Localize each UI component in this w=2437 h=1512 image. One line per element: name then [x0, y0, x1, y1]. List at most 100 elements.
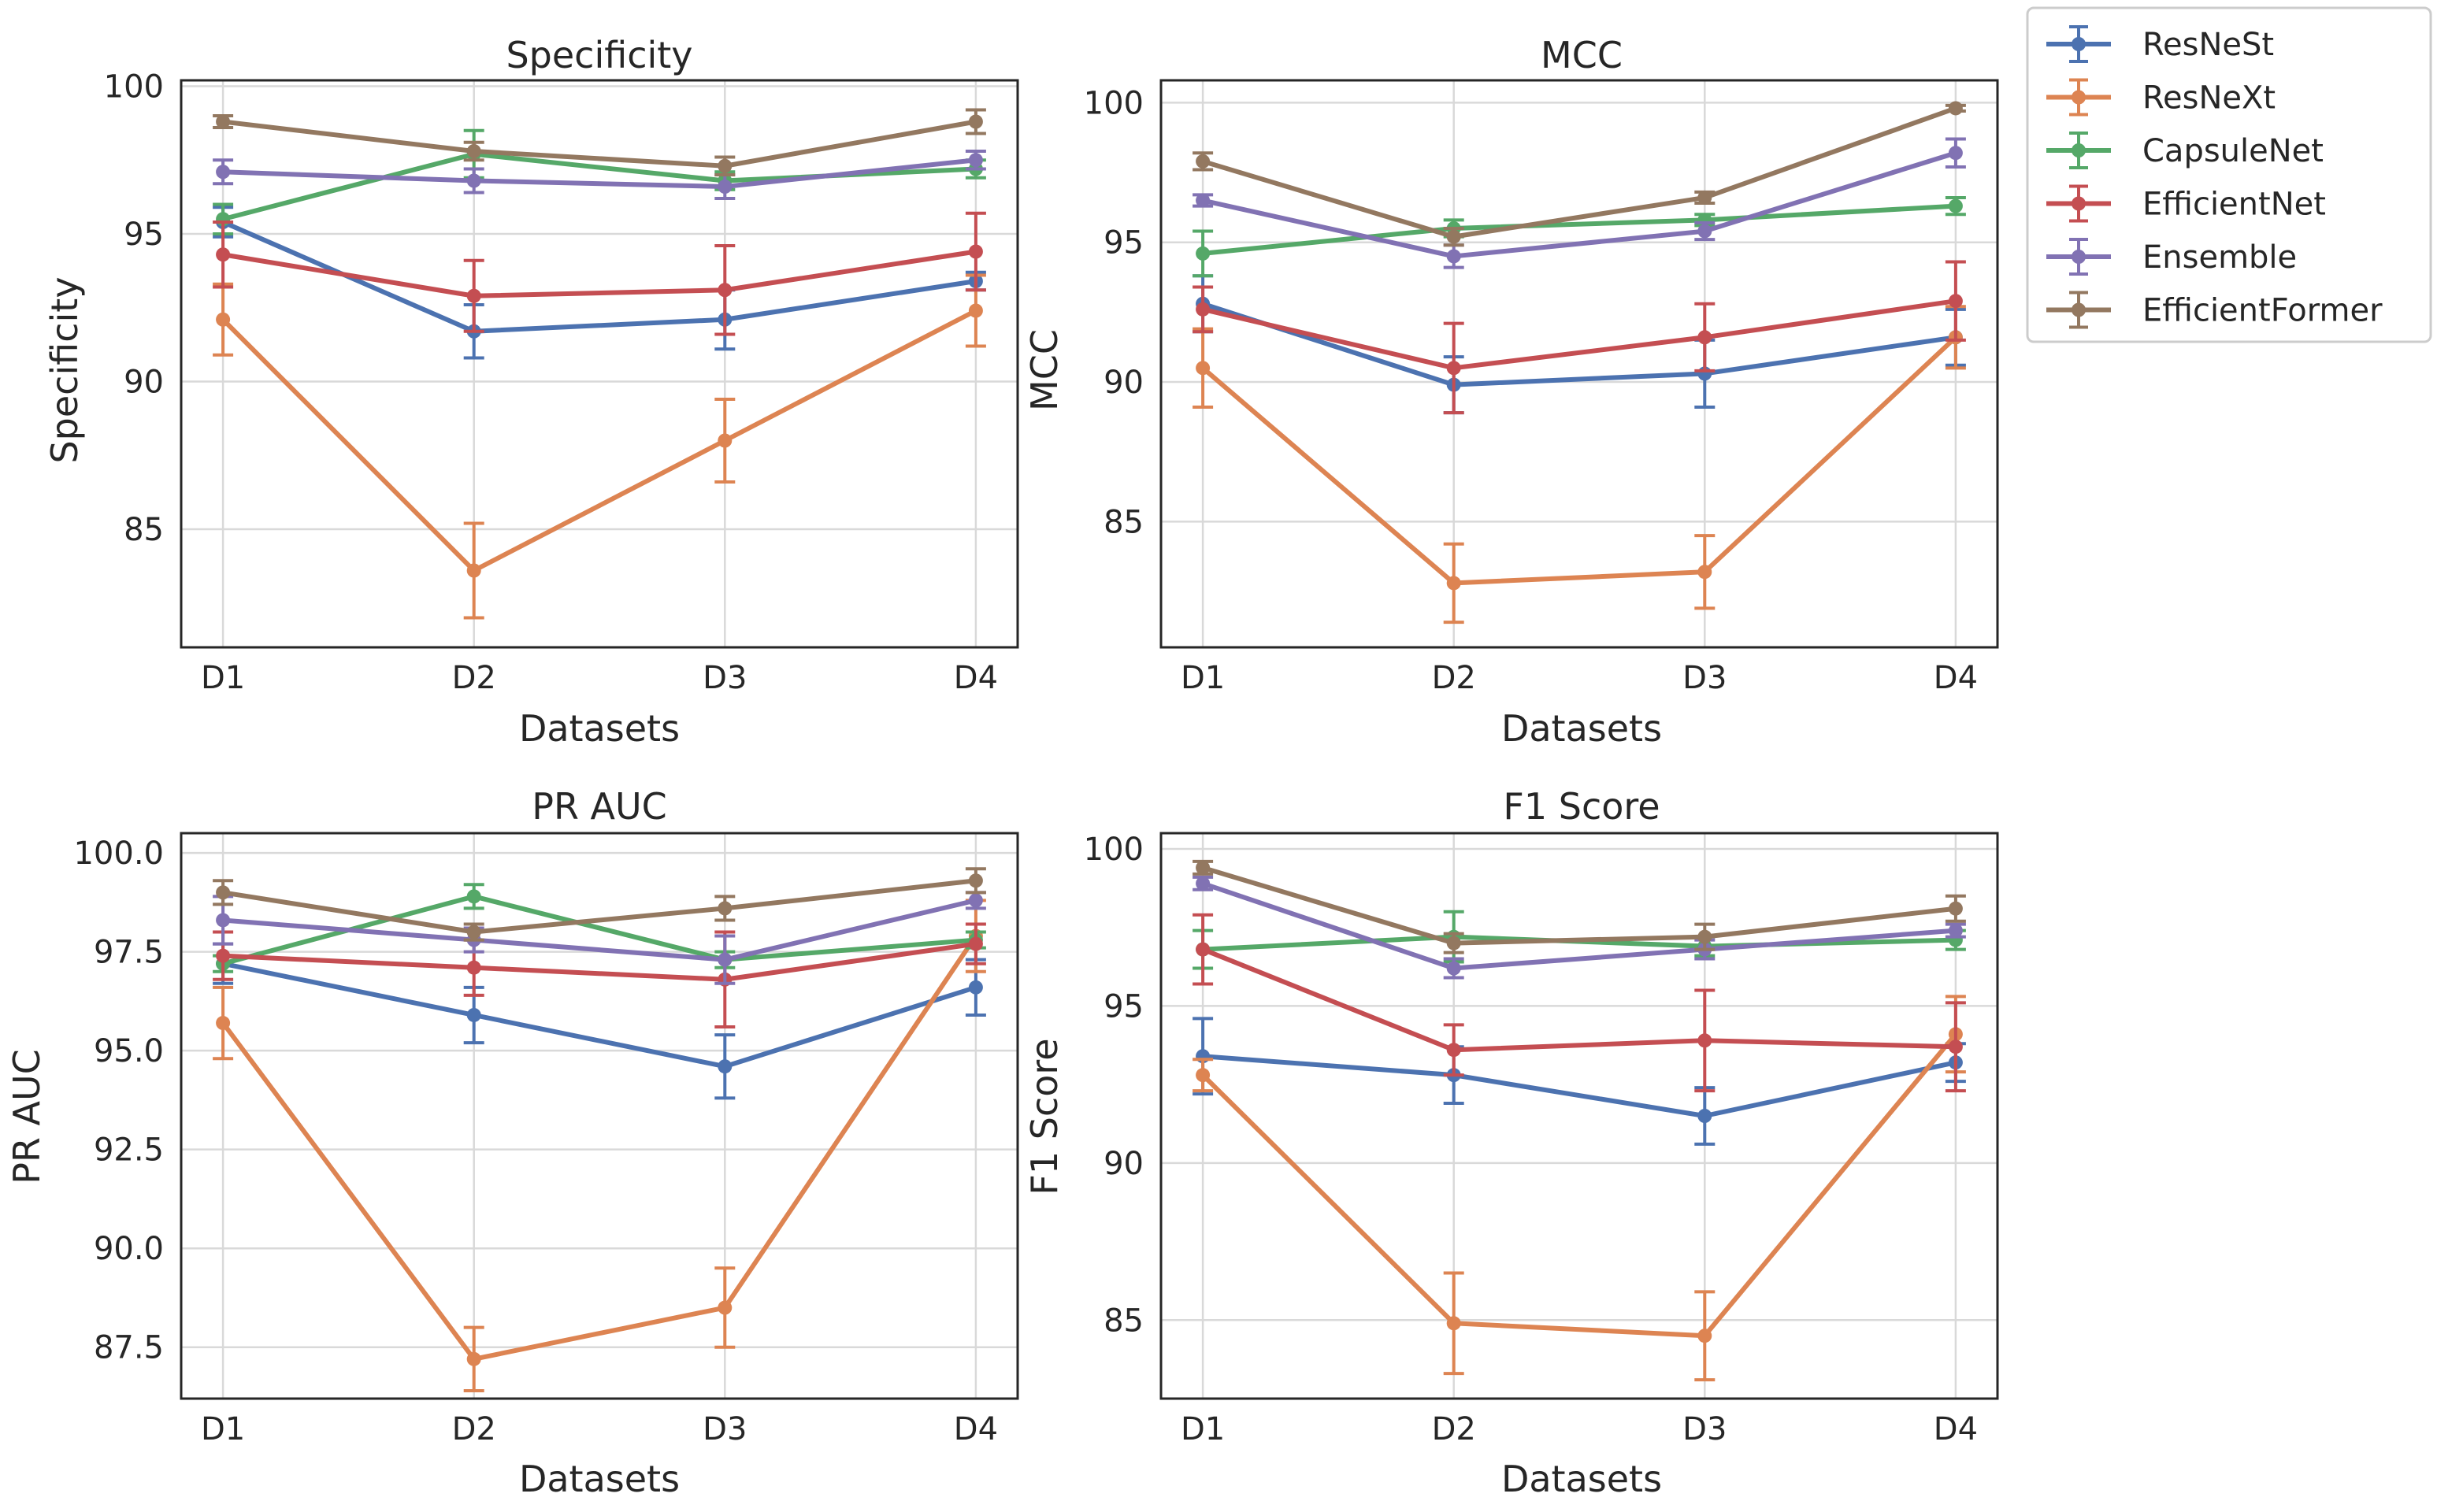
- series-resnest: [213, 942, 986, 1100]
- legend-swatch-marker: [2072, 37, 2086, 51]
- data-point: [216, 913, 231, 928]
- data-point: [968, 153, 983, 168]
- x-tick-label: D3: [1682, 660, 1727, 696]
- x-tick-label: D3: [703, 1411, 747, 1447]
- x-tick-label: D4: [1934, 660, 1978, 696]
- panel-title: PR AUC: [532, 785, 667, 828]
- data-point: [968, 873, 983, 888]
- x-tick-label: D2: [1432, 1411, 1476, 1447]
- legend-label: ResNeXt: [2142, 80, 2276, 117]
- data-point: [1697, 1109, 1712, 1123]
- y-tick-label: 95: [124, 217, 164, 253]
- series-line: [1202, 106, 1957, 239]
- panel-specificity: Specificity Specificity Datasets 85 90 95 1…: [43, 34, 1019, 750]
- y-tick-label: 100: [104, 69, 164, 106]
- series-line: [221, 308, 977, 573]
- data-point: [1697, 929, 1712, 944]
- data-point: [466, 563, 481, 578]
- legend-swatch-marker: [2072, 302, 2086, 317]
- data-point: [1948, 901, 1963, 916]
- data-point: [968, 244, 983, 259]
- series-ensemble: [213, 891, 986, 985]
- data-point: [216, 247, 231, 262]
- data-point: [718, 901, 733, 916]
- series-resnest: [1193, 1017, 1966, 1146]
- series-line: [222, 249, 977, 298]
- legend-label: CapsuleNet: [2142, 133, 2324, 169]
- data-point: [466, 889, 481, 904]
- data-point: [968, 980, 983, 995]
- x-tick-label: D4: [954, 1411, 998, 1447]
- series-efficientnet: [1193, 913, 1966, 1093]
- legend-label: EfficientNet: [2142, 187, 2326, 223]
- series-line: [222, 878, 977, 935]
- data-point: [216, 885, 231, 900]
- y-tick-label: 100: [1084, 832, 1144, 868]
- y-axis-label: Specificity: [43, 276, 86, 463]
- series-line: [1202, 880, 1957, 971]
- series-efficientformer: [1193, 101, 1966, 247]
- data-point: [968, 893, 983, 908]
- data-point: [1948, 101, 1963, 116]
- series-efficientnet: [1193, 260, 1966, 415]
- panel-title: Specificity: [506, 34, 692, 76]
- data-point: [1697, 1033, 1712, 1048]
- y-tick-label: 85: [1104, 1303, 1144, 1339]
- y-tick-label: 92.5: [94, 1132, 164, 1169]
- series-ensemble: [1193, 875, 1966, 980]
- series-line: [222, 898, 977, 962]
- axes-frame: [1159, 79, 1999, 649]
- data-point: [216, 1016, 231, 1031]
- x-tick-label: D2: [452, 1411, 496, 1447]
- data-point: [216, 165, 231, 180]
- panel-f1-score: F1 Score F1 Score Datasets 85 90 95 100 D1 D2…: [1023, 785, 1999, 1500]
- series-line: [1201, 947, 1956, 1053]
- series-resnest: [213, 206, 986, 360]
- y-tick-label: 100: [1084, 85, 1144, 121]
- x-tick-label: D1: [1181, 660, 1225, 696]
- legend-item-resnext: ResNeXt: [2046, 78, 2276, 117]
- data-point: [718, 1300, 733, 1315]
- data-point: [718, 1059, 733, 1074]
- data-point: [1446, 1043, 1461, 1058]
- data-point: [718, 180, 733, 194]
- legend-label: ResNeSt: [2142, 27, 2274, 63]
- data-point: [466, 144, 481, 158]
- data-point: [1196, 193, 1211, 208]
- data-point: [1446, 361, 1461, 376]
- legend-swatch-marker: [2072, 90, 2086, 105]
- data-point: [1697, 1329, 1712, 1343]
- y-axis-label: F1 Score: [1023, 1038, 1066, 1195]
- series-line: [222, 961, 977, 1069]
- series-efficientformer: [1193, 859, 1966, 954]
- data-point: [1196, 302, 1211, 317]
- series-ensemble: [1193, 137, 1966, 269]
- series-line: [1202, 1054, 1957, 1118]
- data-point: [1446, 229, 1461, 244]
- y-tick-label: 87.5: [94, 1330, 164, 1366]
- data-point: [718, 952, 733, 967]
- data-point: [718, 158, 733, 173]
- data-point: [1948, 294, 1963, 309]
- y-tick-label: 85: [124, 512, 164, 548]
- series-line: [1202, 150, 1957, 259]
- data-point: [1697, 190, 1712, 205]
- data-point: [1196, 876, 1211, 891]
- data-point: [1697, 224, 1712, 239]
- data-point: [466, 1007, 481, 1022]
- data-point: [1697, 330, 1712, 345]
- series-resnext: [213, 273, 986, 620]
- y-tick-label: 100.0: [73, 836, 164, 872]
- data-point: [216, 948, 231, 963]
- legend: ResNeSt ResNeXt CapsuleNet EfficientNet Ense…: [2026, 6, 2432, 343]
- series-line: [1202, 301, 1957, 387]
- data-point: [1196, 154, 1211, 169]
- series-resnext: [1193, 995, 1966, 1382]
- x-tick-label: D1: [1181, 1411, 1225, 1447]
- series-efficientnet: [213, 211, 986, 336]
- panel-mcc: MCC MCC Datasets 85 90 95 100 D1 D2 D3 D4: [1023, 34, 1999, 750]
- panel-title: MCC: [1541, 34, 1623, 76]
- y-tick-label: 90: [124, 365, 164, 401]
- data-point: [968, 114, 983, 129]
